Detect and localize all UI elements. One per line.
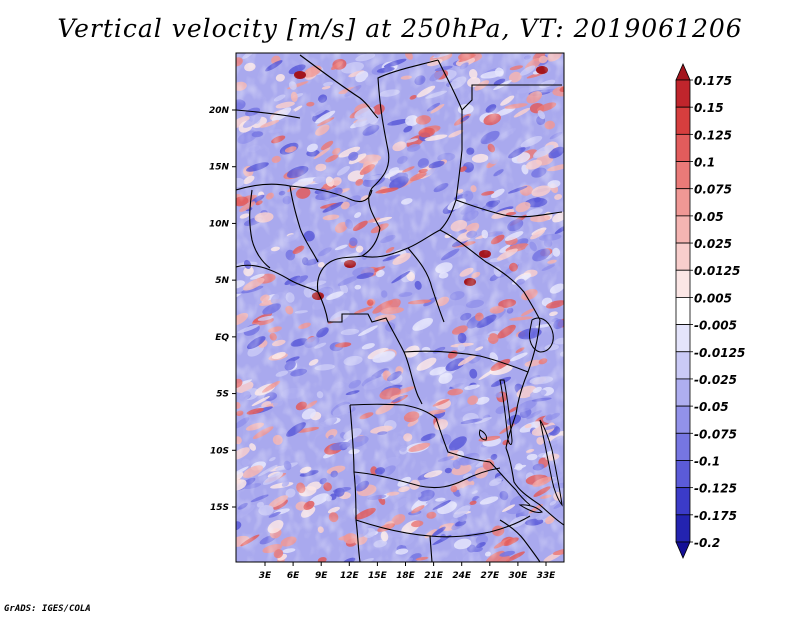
lon-label: 12E — [340, 571, 360, 581]
colorbar-bin — [675, 269, 691, 298]
lon-label: 21E — [424, 571, 444, 581]
colorbar-label: -0.005 — [694, 319, 737, 333]
colorbar-bin — [675, 514, 691, 543]
lat-label: 5S — [216, 390, 229, 400]
lon-label: 33E — [537, 571, 557, 581]
lon-label: 6E — [287, 571, 300, 581]
colorbar-bin — [675, 79, 691, 108]
colorbar-label: 0.025 — [694, 237, 732, 251]
colorbar-label: 0.005 — [694, 291, 732, 305]
colorbar-bin — [675, 242, 691, 271]
colorbar-label: 0.0125 — [694, 264, 740, 278]
velocity-field — [236, 53, 564, 562]
lat-label: 10S — [210, 446, 229, 456]
colorbar-label: 0.075 — [694, 183, 732, 197]
colorbar-top-arrow — [675, 63, 691, 81]
lon-label: 15E — [368, 571, 388, 581]
lon-label: 18E — [396, 571, 416, 581]
lat-label: 20N — [209, 106, 230, 116]
colorbar-bin — [675, 351, 691, 380]
colorbar-bin — [675, 106, 691, 135]
colorbar-bin — [675, 432, 691, 461]
colorbar-label: -0.025 — [694, 373, 737, 387]
lat-label: 15N — [209, 163, 230, 173]
colorbar-label: -0.2 — [694, 536, 720, 550]
colorbar-bin — [675, 378, 691, 407]
colorbar-bin — [675, 324, 691, 353]
lakes — [479, 317, 563, 513]
colorbar-label: 0.125 — [694, 128, 732, 142]
colorbar-label: 0.15 — [694, 101, 724, 115]
longitude-axis: 3E 6E 9E 12E 15E 18E 21E 24E 27E 30E 33E — [259, 562, 556, 581]
colorbar-label: -0.175 — [694, 509, 737, 523]
map-title: Vertical velocity [m/s] at 250hPa, VT: 2… — [57, 14, 743, 43]
colorbar-label: -0.05 — [694, 400, 729, 414]
country-borders — [236, 54, 564, 562]
latitude-axis: 20N 15N 10N 5N EQ 5S 10S 15S — [209, 106, 236, 513]
lon-label: 27E — [480, 571, 500, 581]
colorbar-label: -0.075 — [694, 427, 737, 441]
colorbar-bin — [675, 297, 691, 325]
lat-label: 15S — [210, 503, 229, 513]
colorbar-bottom-arrow — [675, 541, 691, 559]
lon-label: 24E — [452, 571, 472, 581]
lon-label: 9E — [315, 571, 328, 581]
colorbar-bin — [675, 161, 691, 190]
colorbar-label: -0.1 — [694, 454, 720, 468]
lat-label: 10N — [209, 219, 230, 229]
colorbar-label: -0.0125 — [694, 346, 745, 360]
colorbar-bin — [675, 487, 691, 516]
lat-label: EQ — [215, 333, 229, 343]
colorbar-bin — [675, 188, 691, 217]
colorbar-label: -0.125 — [694, 482, 737, 496]
grads-credit: GrADS: IGES/COLA — [4, 604, 91, 614]
lat-label: 5N — [215, 276, 229, 286]
colorbar-label: 0.175 — [694, 74, 732, 88]
colorbar-bin — [675, 215, 691, 244]
colorbar-bin — [675, 405, 691, 434]
colorbar-label: 0.05 — [694, 210, 724, 224]
colorbar-label: 0.1 — [694, 156, 715, 170]
map-frame — [235, 52, 565, 563]
lon-label: 3E — [259, 571, 272, 581]
colorbar-bin — [675, 460, 691, 489]
lon-label: 30E — [509, 571, 529, 581]
color-scale-legend: 0.175 0.15 0.125 0.1 0.075 0.05 0.025 0.0125 0.0… — [675, 63, 745, 559]
colorbar-bin — [675, 133, 691, 162]
